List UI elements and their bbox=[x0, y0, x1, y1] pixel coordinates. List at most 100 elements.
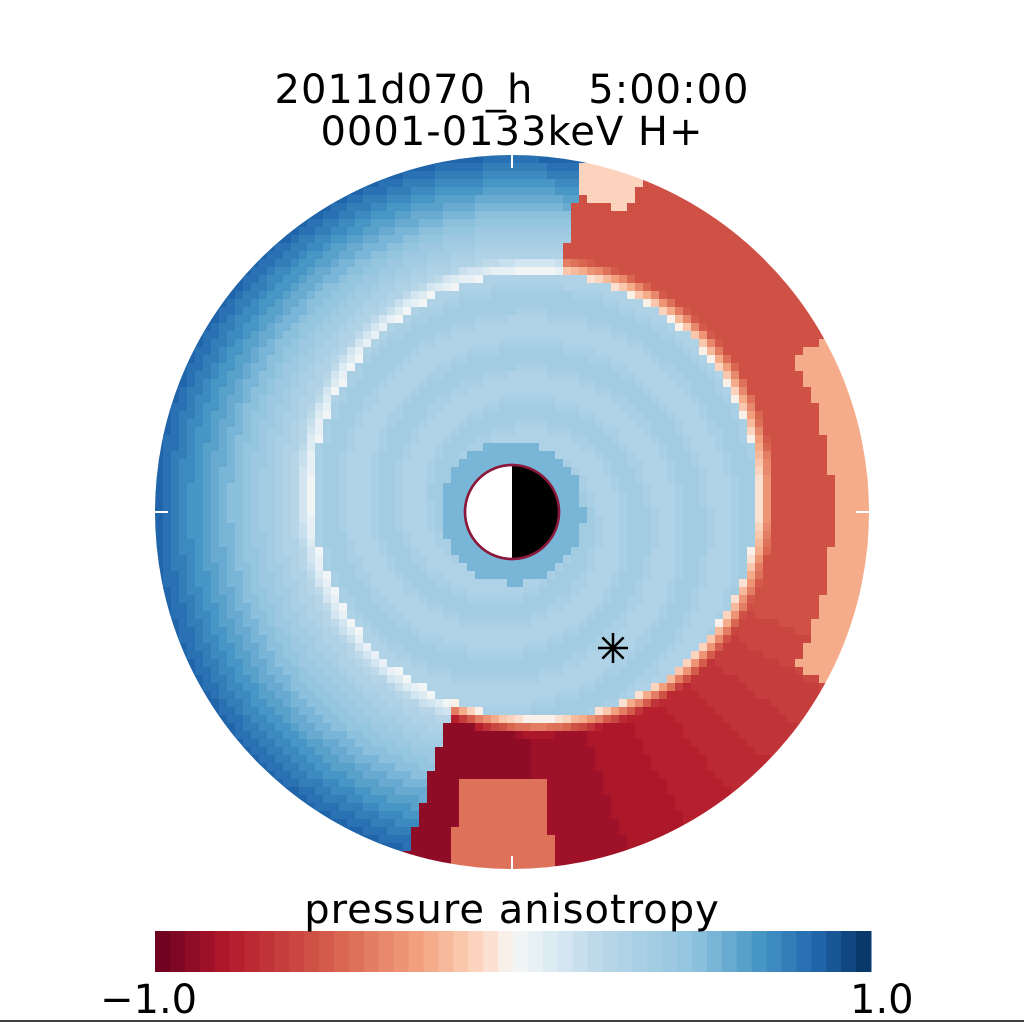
field-cell bbox=[547, 259, 556, 268]
field-cell bbox=[219, 611, 228, 620]
field-cell bbox=[499, 403, 508, 412]
field-cell bbox=[827, 451, 836, 460]
field-cell bbox=[451, 171, 460, 180]
field-cell bbox=[683, 403, 692, 412]
field-cell bbox=[595, 427, 604, 436]
field-cell bbox=[651, 475, 660, 484]
field-cell bbox=[803, 435, 812, 444]
field-cell bbox=[251, 371, 260, 380]
field-cell bbox=[443, 491, 452, 500]
field-cell bbox=[563, 651, 572, 660]
field-cell bbox=[779, 491, 788, 500]
field-cell bbox=[715, 363, 724, 372]
field-cell bbox=[459, 499, 468, 508]
field-cell bbox=[643, 531, 652, 540]
field-cell bbox=[747, 627, 756, 636]
field-cell bbox=[467, 419, 476, 428]
field-cell bbox=[611, 483, 620, 492]
field-cell bbox=[299, 603, 308, 612]
field-cell bbox=[371, 299, 380, 308]
field-cell bbox=[371, 611, 380, 620]
field-cell bbox=[843, 427, 852, 436]
field-cell bbox=[291, 235, 300, 244]
field-cell bbox=[283, 507, 292, 516]
field-cell bbox=[563, 643, 572, 652]
field-cell bbox=[499, 587, 508, 596]
field-cell bbox=[355, 299, 364, 308]
field-cell bbox=[171, 627, 180, 636]
field-cell bbox=[403, 435, 412, 444]
field-cell bbox=[451, 187, 460, 196]
field-cell bbox=[723, 403, 732, 412]
field-cell bbox=[651, 595, 660, 604]
field-cell bbox=[627, 267, 636, 276]
field-cell bbox=[555, 339, 564, 348]
field-cell bbox=[187, 483, 196, 492]
field-cell bbox=[363, 595, 372, 604]
field-cell bbox=[483, 395, 492, 404]
field-cell bbox=[331, 611, 340, 620]
field-cell bbox=[531, 427, 540, 436]
field-cell bbox=[219, 531, 228, 540]
field-cell bbox=[787, 379, 796, 388]
field-cell bbox=[691, 395, 700, 404]
field-cell bbox=[219, 403, 228, 412]
field-cell bbox=[459, 459, 468, 468]
field-cell bbox=[683, 611, 692, 620]
field-cell bbox=[171, 611, 180, 620]
field-cell bbox=[235, 355, 244, 364]
field-cell bbox=[243, 659, 252, 668]
field-cell bbox=[267, 651, 276, 660]
field-cell bbox=[483, 219, 492, 228]
field-cell bbox=[755, 379, 764, 388]
field-cell bbox=[323, 483, 332, 492]
field-cell bbox=[451, 483, 460, 492]
field-cell bbox=[843, 531, 852, 540]
field-cell bbox=[763, 483, 772, 492]
field-cell bbox=[811, 363, 820, 372]
field-cell bbox=[795, 595, 804, 604]
field-cell bbox=[635, 355, 644, 364]
field-cell bbox=[803, 515, 812, 524]
field-cell bbox=[731, 291, 740, 300]
field-cell bbox=[675, 603, 684, 612]
field-cell bbox=[243, 547, 252, 556]
field-cell bbox=[579, 611, 588, 620]
field-cell bbox=[299, 323, 308, 332]
field-cell bbox=[491, 219, 500, 228]
field-cell bbox=[443, 531, 452, 540]
field-cell bbox=[595, 291, 604, 300]
field-cell bbox=[587, 299, 596, 308]
field-cell bbox=[603, 611, 612, 620]
field-cell bbox=[419, 515, 428, 524]
field-cell bbox=[723, 643, 732, 652]
field-cell bbox=[659, 531, 668, 540]
field-cell bbox=[451, 515, 460, 524]
field-cell bbox=[227, 323, 236, 332]
field-cell bbox=[611, 467, 620, 476]
field-cell bbox=[355, 563, 364, 572]
field-cell bbox=[211, 315, 220, 324]
field-cell bbox=[427, 539, 436, 548]
field-cell bbox=[299, 571, 308, 580]
field-cell bbox=[323, 371, 332, 380]
field-cell bbox=[235, 275, 244, 284]
field-cell bbox=[371, 427, 380, 436]
field-cell bbox=[731, 387, 740, 396]
field-cell bbox=[683, 499, 692, 508]
field-cell bbox=[531, 275, 540, 284]
field-cell bbox=[195, 363, 204, 372]
field-cell bbox=[387, 627, 396, 636]
field-cell bbox=[211, 411, 220, 420]
field-cell bbox=[651, 635, 660, 644]
field-cell bbox=[619, 355, 628, 364]
field-cell bbox=[419, 627, 428, 636]
field-cell bbox=[235, 467, 244, 476]
field-cell bbox=[419, 611, 428, 620]
field-cell bbox=[747, 235, 756, 244]
field-cell bbox=[683, 355, 692, 364]
field-cell bbox=[443, 427, 452, 436]
field-cell bbox=[419, 331, 428, 340]
field-cell bbox=[603, 435, 612, 444]
field-cell bbox=[659, 203, 668, 212]
